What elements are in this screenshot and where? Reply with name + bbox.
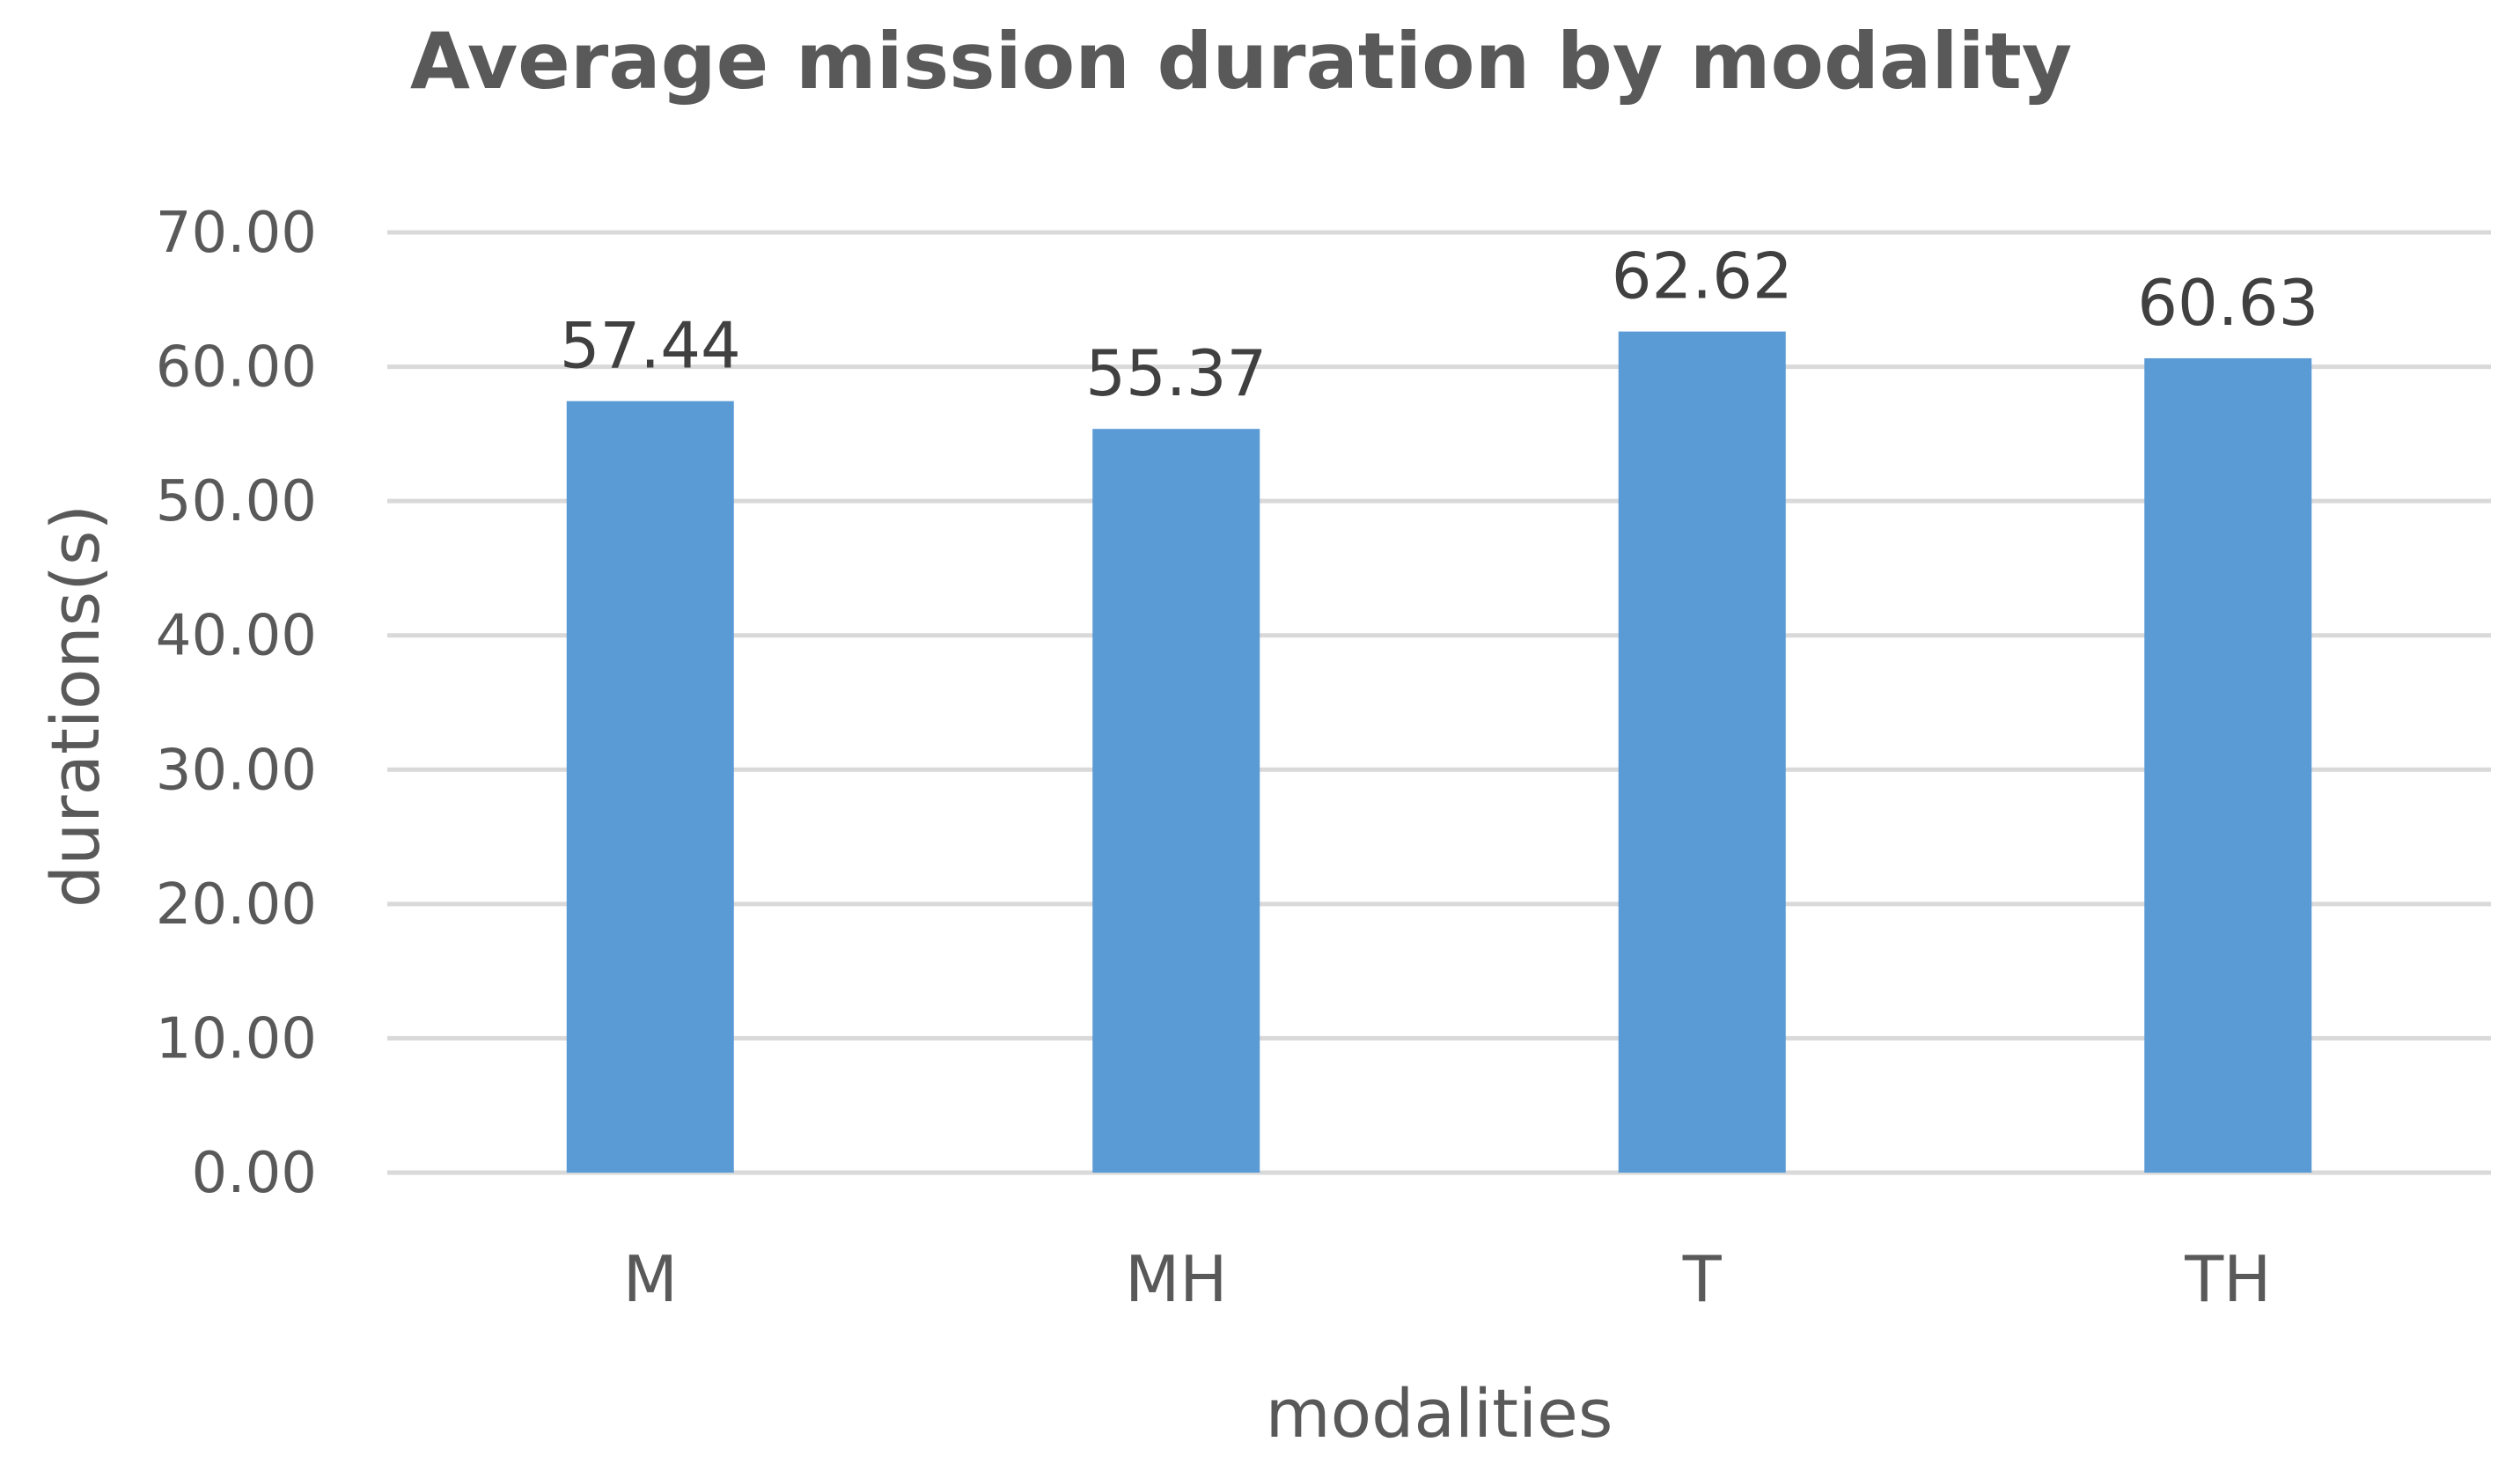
bars bbox=[566, 331, 2312, 1173]
bar-th bbox=[2144, 357, 2312, 1173]
y-tick-label: 70.00 bbox=[156, 201, 317, 266]
chart-title: Average mission duration by modality bbox=[410, 16, 2072, 107]
data-label: 60.63 bbox=[2137, 266, 2318, 340]
y-tick-label: 10.00 bbox=[156, 1006, 317, 1071]
y-tick-label: 30.00 bbox=[156, 738, 317, 803]
y-axis-label: durations(s) bbox=[36, 504, 114, 908]
x-axis-categories: M MH T TH bbox=[623, 1242, 2272, 1316]
x-tick-label: TH bbox=[2184, 1242, 2271, 1316]
y-tick-label: 0.00 bbox=[192, 1141, 318, 1206]
data-label: 57.44 bbox=[560, 309, 741, 383]
x-tick-label: MH bbox=[1125, 1242, 1227, 1316]
y-tick-label: 60.00 bbox=[156, 335, 317, 401]
x-axis-label: modalities bbox=[1266, 1374, 1613, 1453]
bar-t bbox=[1618, 331, 1786, 1173]
data-label: 55.37 bbox=[1085, 336, 1267, 410]
data-labels: 57.44 55.37 62.62 60.63 bbox=[560, 239, 2319, 411]
bar-m bbox=[566, 401, 734, 1173]
data-label: 62.62 bbox=[1612, 239, 1793, 313]
y-tick-label: 40.00 bbox=[156, 604, 317, 669]
x-tick-label: T bbox=[1682, 1242, 1723, 1316]
bar-mh bbox=[1092, 429, 1260, 1173]
gridlines bbox=[387, 230, 2491, 1175]
y-tick-label: 50.00 bbox=[156, 469, 317, 534]
x-tick-label: M bbox=[623, 1242, 678, 1316]
y-tick-label: 20.00 bbox=[156, 872, 317, 938]
y-axis-ticks: 0.00 10.00 20.00 30.00 40.00 50.00 60.00 70.00 bbox=[156, 201, 317, 1206]
